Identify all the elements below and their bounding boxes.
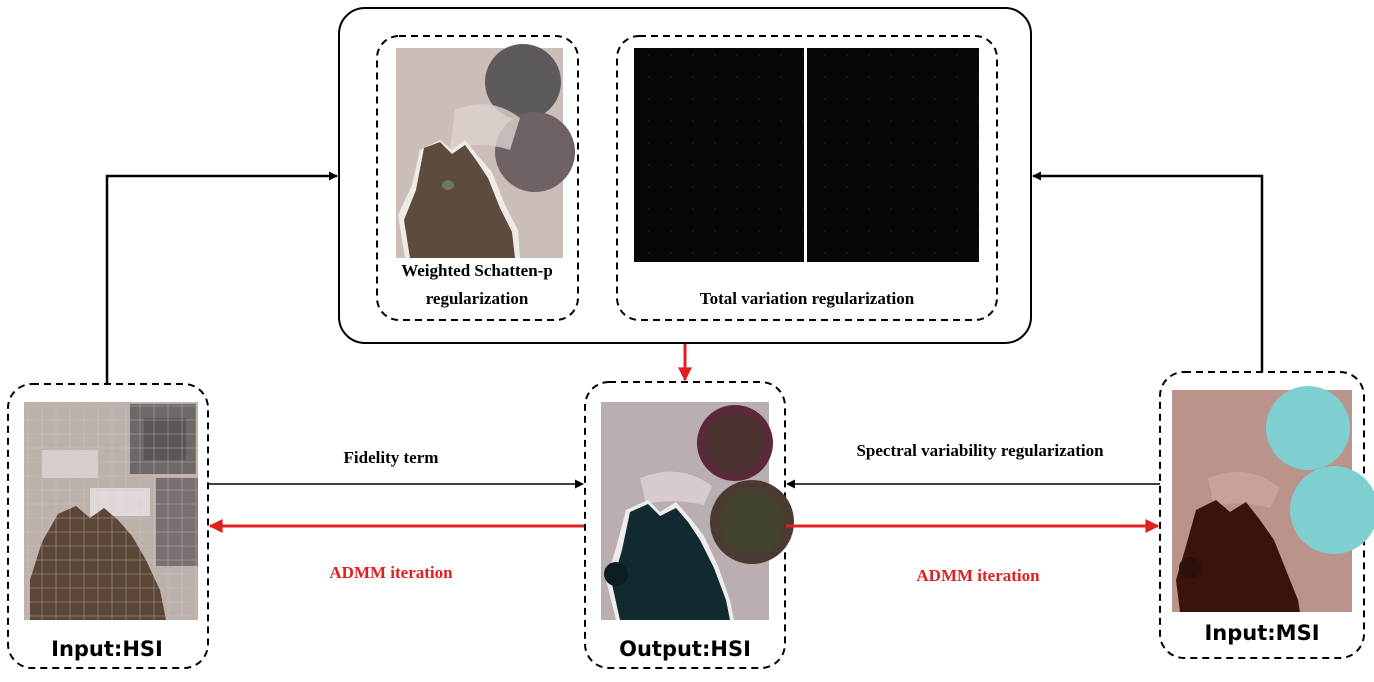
- total-variation-box: [616, 35, 998, 321]
- output-hsi-label: Output:HSI: [619, 637, 751, 661]
- weighted-schatten-box: [376, 35, 579, 321]
- input-msi-label: Input:MSI: [1204, 621, 1319, 645]
- spectral-variability-label: Spectral variability regularization: [856, 441, 1104, 460]
- total-variation-images: [634, 48, 979, 262]
- total-variation-label: Total variation regularization: [700, 289, 915, 308]
- input-hsi-label: Input:HSI: [51, 637, 163, 661]
- regularization-container: [338, 7, 1032, 344]
- fidelity-label: Fidelity term: [344, 448, 439, 467]
- msi-to-regularization-arrow: [1032, 171, 1264, 372]
- output-hsi-box: [584, 381, 786, 669]
- weighted-schatten-label-line1: Weighted Schatten-p: [401, 261, 553, 280]
- hsi-to-regularization-arrow: [105, 171, 338, 384]
- input-hsi-image: [24, 402, 198, 620]
- weighted-schatten-label-line2: regularization: [426, 289, 529, 308]
- admm-right-label: ADMM iteration: [916, 566, 1040, 585]
- weighted-schatten-image: [396, 44, 575, 258]
- admm-left-label: ADMM iteration: [329, 563, 453, 582]
- output-hsi-image: [601, 402, 794, 620]
- input-msi-image: [1172, 386, 1374, 612]
